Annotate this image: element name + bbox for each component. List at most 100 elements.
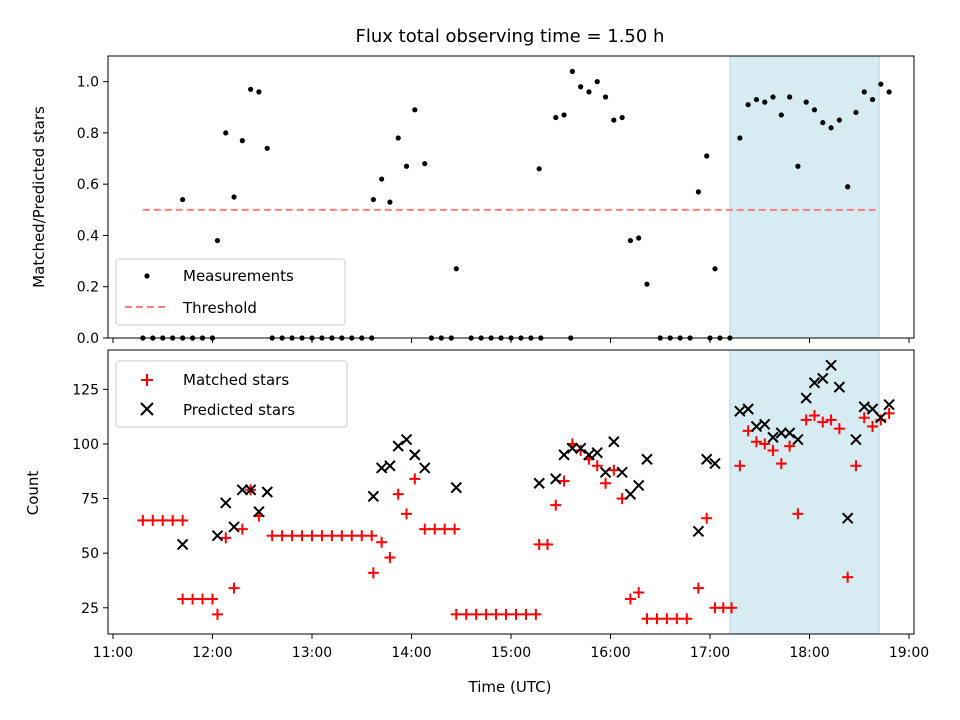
top-measurements-point-57 [627,237,634,244]
bottom-predicted-stars-point-47-b [858,401,870,413]
bottom-predicted-stars-point-35 [759,418,771,430]
bottom-matched-stars-point-34 [439,523,451,535]
bottom-predicted-stars-point-45 [841,512,854,524]
bottom-data-marks [137,359,895,625]
top-measurements-point-88 [886,89,892,95]
bottom-matched-stars-point-44 [530,608,542,620]
bottom-predicted-stars-point-17-b [550,473,562,485]
bottom-predicted-stars-point-5 [244,484,257,496]
top-measurements-point-82 [836,117,842,123]
bottom-predicted-stars-point-32-b [734,405,746,417]
top-span-rect [729,55,880,339]
bottom-predicted-stars-point-26-b [624,488,637,500]
xtick-label-8: 19:00 [889,645,929,661]
top-measurements-point-50 [569,68,575,74]
xtick-label-1: 12:00 [192,645,232,661]
bottom-matched-stars-point-33 [429,523,441,535]
bottom-matched-stars-point-39 [480,608,492,620]
bottom-matched-stars-point-23 [346,530,358,542]
bottom-predicted-stars-point-19 [566,442,579,455]
top-ytick-label-5: 1.0 [77,75,99,91]
bottom-predicted-stars-point-14 [419,462,431,474]
bottom-matched-stars-point-31 [409,473,421,485]
bottom-matched-stars-point-53 [600,477,612,489]
top-ytick-label-4: 0.8 [77,126,99,142]
top-axes: 0.0 0.2 0.4 0.6 0.8 1.0 [77,55,915,347]
bottom-matched-stars-point-62 [681,613,693,625]
xtick-label-2: 13:00 [292,645,332,661]
bottom-predicted-stars-point-41 [808,377,821,389]
legend-measurements-marker [144,273,150,279]
top-ytick-label-0: 0.0 [77,331,99,347]
top-measurements-point-53 [594,79,600,85]
bottom-predicted-stars-point-6-b [253,505,265,518]
bottom-predicted-stars-point-21 [583,449,595,461]
bottom-predicted-stars-point-27 [632,479,645,492]
bottom-matched-stars-point-71 [759,438,771,450]
bottom-predicted-stars-point-23-b [599,466,612,479]
bottom-predicted-stars-point-26 [624,488,637,500]
bottom-matched-stars-point-63 [692,582,704,594]
bottom-predicted-stars-point-9 [375,462,388,474]
bottom-predicted-stars-point-1-b [211,529,224,542]
bottom-predicted-stars-point-48-b [866,403,879,415]
bottom-predicted-stars-point-17 [550,473,562,485]
bottom-predicted-stars-point-22-b [591,446,603,459]
bottom-matched-stars-point-11 [228,582,240,594]
bottom-matched-stars-point-75 [792,508,804,520]
bottom-matched-stars-point-29 [392,488,404,500]
bottom-predicted-stars-point-4 [236,484,249,496]
bottom-predicted-stars-point-11-b [392,440,404,452]
top-ytick-label-3: 0.6 [77,177,99,193]
xtick-label-4: 15:00 [491,645,531,661]
bottom-matched-stars-point-30 [401,508,413,520]
bottom-matched-stars-point-41 [500,608,512,620]
bottom-matched-stars-point-21 [326,530,338,542]
bottom-matched-stars-point-25 [366,530,378,542]
bottom-predicted-stars-point-19-b [566,442,579,455]
bottom-matched-stars-point-80 [833,423,845,435]
top-highlight-span [729,55,880,339]
bottom-predicted-stars-point-11 [392,440,404,452]
bottom-predicted-stars-point-21-b [583,449,595,461]
top-measurements-point-87 [878,81,884,87]
bottom-predicted-stars-point-35-b [759,418,771,430]
bottom-matched-stars-point-12 [236,523,248,535]
bottom-predicted-stars-point-14-b [419,462,431,474]
bottom-matched-stars-point-22 [336,530,348,542]
top-measurements-point-84 [853,109,859,115]
bottom-matched-stars-point-60 [661,613,673,625]
bottom-predicted-stars-point-34 [750,420,763,433]
top-measurements-point-29 [387,199,393,205]
top-measurements-point-74 [770,94,776,100]
bottom-predicted-stars-point-4-b [236,484,249,496]
bottom-matched-stars-point-82 [850,460,862,472]
top-measurements-point-14 [256,89,262,95]
bottom-ytick-label-4: 125 [72,382,99,398]
bottom-predicted-stars-point-24-b [608,436,620,448]
top-measurements-point-46 [536,166,542,172]
bottom-predicted-stars-point-25 [616,466,628,479]
legend-measurements-label: Measurements [183,267,294,285]
xtick-label-7: 18:00 [789,645,829,661]
bottom-predicted-stars-point-49-b [875,412,887,424]
bottom-predicted-stars-point-10 [384,460,396,472]
bottom-matched-stars-point-81 [842,571,854,583]
bottom-matched-stars-point-68 [734,460,746,472]
bottom-predicted-stars-point-33-b [742,403,754,415]
bottom-matched-stars-point-27 [376,536,388,548]
bottom-predicted-stars-point-37 [775,427,788,439]
bottom-predicted-stars-point-39 [792,433,804,446]
top-measurements-point-52 [586,89,592,95]
top-measurements-point-10 [223,130,229,136]
top-measurements-point-86 [869,96,876,103]
bottom-span-rect [729,349,880,635]
bottom-matched-stars-point-67 [726,602,738,614]
top-measurements-point-33 [422,161,428,167]
bottom-axes: 25 50 75 100 125 11:00 12:00 13:00 14:00 15:00 16:… [72,349,929,661]
bottom-predicted-stars-point-12 [400,433,413,446]
bottom-matched-stars-point-8 [206,593,218,605]
bottom-matched-stars-point-56 [624,593,636,605]
top-measurements-point-30 [395,135,401,141]
bottom-predicted-stars-point-42 [817,372,829,385]
